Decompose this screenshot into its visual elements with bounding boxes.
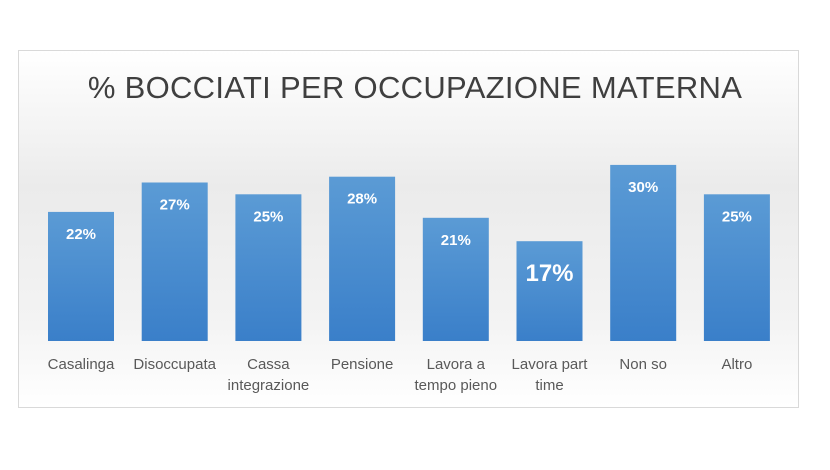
data-label-7: 25% xyxy=(722,208,752,225)
bar-0 xyxy=(48,211,114,341)
category-label-6: Non so xyxy=(619,356,667,373)
chart-title: % BOCCIATI PER OCCUPAZIONE MATERNA xyxy=(87,70,743,105)
category-label-3: Pensione xyxy=(331,356,394,373)
category-label-2-line-0: Cassa xyxy=(247,356,290,373)
category-label-7: Altro xyxy=(721,356,752,373)
bar-2 xyxy=(235,194,302,341)
bar-4 xyxy=(422,217,489,341)
bar-3 xyxy=(329,176,396,341)
category-label-5-line-0: Lavora part xyxy=(512,356,589,373)
category-label-2-line-1: integrazione xyxy=(228,377,310,394)
bar-1 xyxy=(141,182,208,341)
data-label-3: 28% xyxy=(347,191,377,208)
category-label-1: Disoccupata xyxy=(133,356,216,373)
data-label-1: 27% xyxy=(160,197,190,214)
category-label-0: Casalinga xyxy=(48,356,115,373)
data-label-4: 21% xyxy=(441,232,471,249)
category-label-4-line-1: tempo pieno xyxy=(415,377,498,394)
bar-7 xyxy=(703,194,770,341)
data-label-6: 30% xyxy=(628,179,658,196)
data-label-0: 22% xyxy=(66,226,96,243)
data-label-2: 25% xyxy=(253,208,283,225)
data-label-5: 17% xyxy=(525,260,573,287)
category-label-5-line-1: time xyxy=(535,377,563,394)
bar-6 xyxy=(610,164,677,341)
category-label-4-line-0: Lavora a xyxy=(427,356,486,373)
bar-5 xyxy=(516,241,583,341)
bars-group: 22% Casalinga 27% Disoccupata 25% Cassa integr… xyxy=(48,164,770,394)
